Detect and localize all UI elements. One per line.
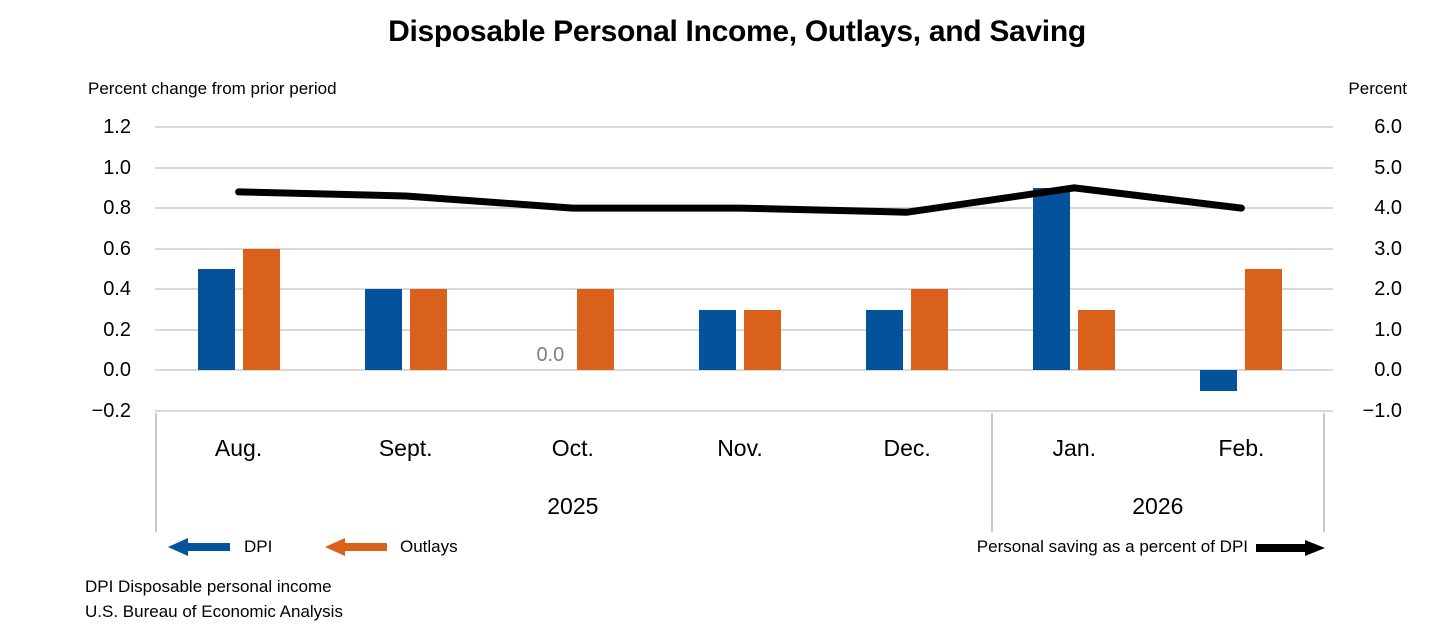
year-label-2025: 2025 [547, 493, 599, 519]
month-label-dec: Dec. [883, 435, 931, 461]
saving-line [235, 184, 1245, 216]
outlays-arrow-icon [325, 538, 387, 556]
data-label-oct-dpi: 0.0 [536, 344, 565, 367]
right-axis-caption: Percent [1348, 79, 1407, 98]
right-tick-label: 1.0 [1374, 319, 1402, 341]
left-tick-label: −0.2 [91, 400, 131, 422]
left-tick-label: 0.2 [103, 319, 131, 341]
bar-outlays-dec [911, 289, 949, 371]
legend-dpi-label: DPI [244, 537, 273, 556]
saving-arrow-icon [1256, 540, 1325, 556]
gridline [155, 410, 1333, 412]
left-axis-tick-labels: 1.2 1.0 0.8 0.6 0.4 0.2 0.0 −0.2 [55, 116, 131, 422]
plot-area: 0.0 [155, 126, 1333, 412]
year-group-separator [155, 413, 157, 532]
year-label-2026: 2026 [1132, 493, 1184, 519]
chart-title: Disposable Personal Income, Outlays, and… [388, 15, 1086, 48]
bar-outlays-nov [744, 309, 781, 371]
right-tick-label: 4.0 [1374, 197, 1402, 219]
gridline [155, 126, 1333, 128]
bar-dpi-feb [1200, 370, 1238, 391]
category-axis: Aug. Sept. Oct. Nov. Dec. Jan. Feb. 2025 2026 [155, 411, 1325, 535]
bar-outlays-jan [1078, 309, 1116, 371]
left-axis-caption: Percent change from prior period [88, 79, 337, 98]
month-label-feb: Feb. [1218, 435, 1265, 461]
month-label-sept: Sept. [378, 435, 433, 461]
bar-outlays-feb [1245, 269, 1283, 371]
month-label-jan: Jan. [1052, 435, 1097, 461]
dpi-arrow-icon [168, 538, 230, 556]
right-tick-label: −1.0 [1362, 400, 1402, 422]
bar-dpi-sept [364, 289, 402, 371]
right-tick-label: 0.0 [1374, 359, 1402, 381]
left-tick-label: 0.6 [103, 238, 131, 260]
bar-outlays-aug [242, 248, 280, 371]
right-tick-label: 5.0 [1374, 157, 1402, 179]
left-tick-label: 1.0 [103, 157, 131, 179]
bar-dpi-nov [699, 309, 736, 371]
bar-outlays-sept [409, 289, 447, 371]
left-tick-label: 0.8 [103, 197, 131, 219]
month-label-aug: Aug. [214, 435, 263, 461]
bar-dpi-dec [866, 309, 904, 371]
bar-dpi-aug [197, 269, 235, 371]
legend-saving-label: Personal saving as a percent of DPI [976, 537, 1248, 556]
year-group-separator [990, 413, 993, 532]
year-group-separator [1323, 413, 1325, 532]
month-label-oct: Oct. [551, 435, 594, 461]
right-tick-label: 3.0 [1374, 238, 1402, 260]
left-tick-label: 0.4 [103, 278, 131, 300]
footnote-source: U.S. Bureau of Economic Analysis [85, 602, 343, 621]
left-tick-label: 0.0 [103, 359, 131, 381]
legend-outlays-label: Outlays [400, 537, 458, 556]
footnote-dpi-definition: DPI Disposable personal income [85, 577, 332, 596]
gridline [155, 288, 1333, 290]
left-tick-label: 1.2 [103, 116, 131, 138]
right-axis-tick-labels: 6.0 5.0 4.0 3.0 2.0 1.0 0.0 −1.0 [1336, 116, 1402, 422]
right-tick-label: 6.0 [1374, 116, 1402, 138]
bar-dpi-jan [1033, 187, 1071, 371]
gridline [155, 248, 1333, 250]
gridline [155, 167, 1333, 169]
right-tick-label: 2.0 [1374, 278, 1402, 300]
month-label-nov: Nov. [717, 435, 763, 461]
bar-outlays-oct [576, 289, 614, 371]
